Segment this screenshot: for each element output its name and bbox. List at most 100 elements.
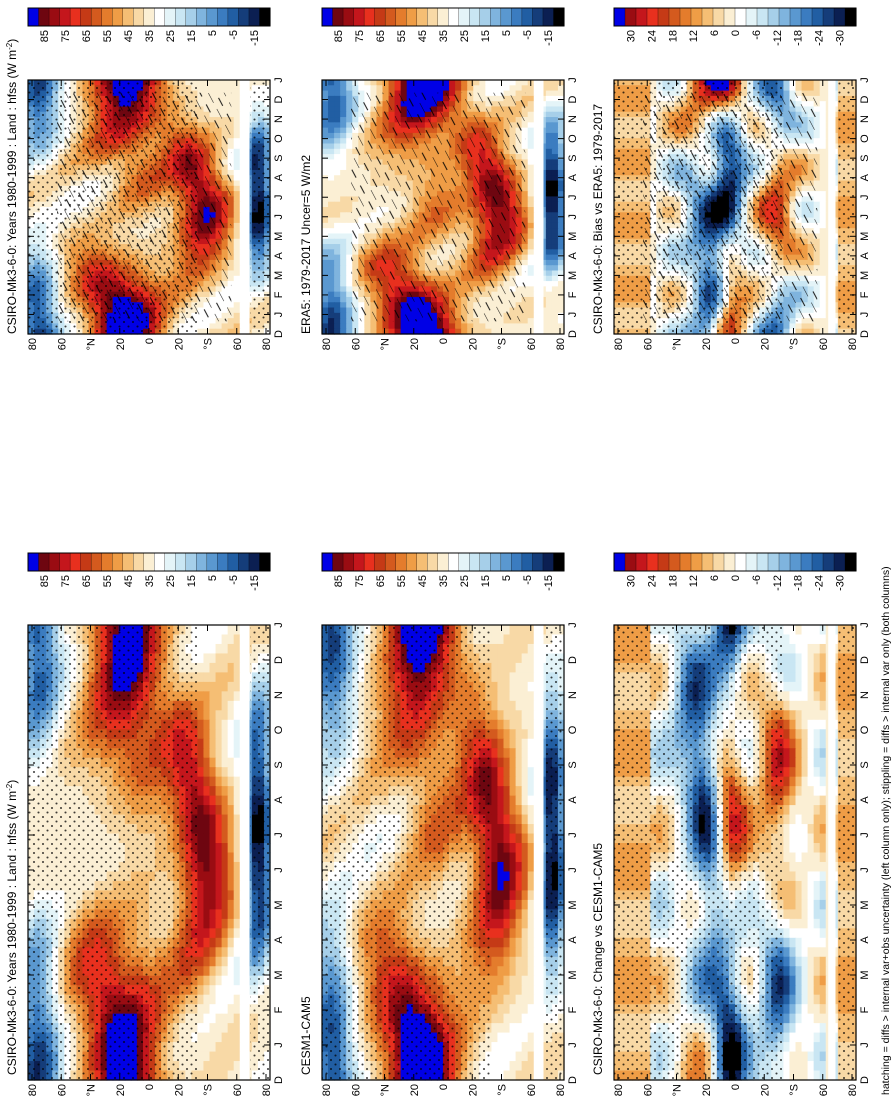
colorbar-frame [321,7,565,27]
heatmap-cell [557,238,565,245]
heatmap-cell [545,296,553,303]
heatmap-cell [346,318,353,325]
heatmap-cell [221,85,229,92]
heatmap-cell [473,328,480,335]
heatmap-cell [328,143,335,150]
heatmap-cell [334,111,341,118]
colorbar-tick-label: -5 [522,30,534,40]
heatmap-cell [515,323,523,330]
heatmap-cell [346,106,353,113]
heatmap-cell [358,328,365,335]
heatmap-cell [340,212,347,219]
colorbar-swatch [175,7,187,27]
heatmap-cell [334,307,341,314]
heatmap-cell [340,154,347,160]
heatmap-cell [340,222,347,229]
heatmap-cell [233,207,241,213]
heatmap-cell [233,238,241,245]
heatmap-cell [509,328,517,335]
heatmap-cell [328,296,335,303]
heatmap-cell [557,217,565,224]
heatmap-cell [412,323,420,330]
month-tick-label: F [273,291,285,298]
heatmap-cell [418,328,426,335]
colorbar-swatch [133,7,145,27]
lat-tick-label: °N [86,338,98,350]
heatmap-cell [551,233,559,240]
heatmap-cell [322,281,329,287]
heatmap-cell [340,238,347,245]
heatmap-cell [551,228,559,235]
heatmap-cell [233,217,241,224]
heatmap-cell [545,101,553,108]
heatmap-cell [557,228,565,235]
heatmap-cell [551,207,559,213]
heatmap-cell [346,132,353,139]
heatmap-cell [340,233,347,240]
heatmap-cell [352,323,359,330]
heatmap-cell [340,196,347,203]
heatmap-cell [557,196,565,203]
heatmap-cell [430,323,438,330]
heatmap-cell [340,106,347,113]
heatmap-cell [233,265,241,272]
heatmap-cell [203,323,211,330]
heatmap-cell [346,101,353,108]
heatmap-cell [557,212,565,219]
lat-tick-label: 80 [261,338,273,350]
heatmap-cell [233,154,241,160]
heatmap-cell [334,249,341,256]
heatmap-cell [449,328,456,335]
heatmap-cell [467,85,474,92]
heatmap-cell [551,296,559,303]
colorbar-tick-label: 45 [123,30,135,42]
heatmap-cell [370,328,378,335]
heatmap-cell [346,265,353,272]
heatmap-cell [819,154,827,160]
heatmap-cell [346,222,353,229]
heatmap-cell [334,90,341,97]
colorbar-swatch [27,7,40,27]
heatmap-cell [322,270,329,277]
heatmap-cell [340,148,347,155]
heatmap-cell [322,122,329,129]
heatmap-cell [215,328,223,335]
heatmap-cell [545,328,553,335]
heatmap-cell [334,244,341,250]
heatmap-cell [406,85,414,92]
heatmap-cell [209,80,217,86]
colorbar-swatch [196,7,208,27]
heatmap-cell [527,122,535,129]
heatmap-cell [527,217,535,224]
heatmap-cell [557,307,565,314]
colorbar-swatch [238,7,250,27]
heatmap-cell [382,80,390,86]
heatmap-cell [233,185,241,192]
heatmap-cell [551,185,559,192]
colorbar-swatch [384,7,397,27]
heatmap-cell [334,154,341,160]
colorbar-tick-label: 55 [396,30,408,42]
heatmap-cell [527,138,535,145]
heatmap-cell [233,222,241,229]
colorbar-tick-label: 35 [144,30,156,42]
heatmap-cell [557,265,565,272]
panel-top-left: 80 60 °N 20 0 20 °S 60 80DJFMAMJJASONDJCSIRO-Mk3… [5,7,285,350]
heatmap-cell [340,286,347,293]
heatmap-cell [233,148,241,155]
heatmap-cell [346,175,353,182]
heatmap-cell [364,85,371,92]
heatmap-cell [203,328,211,335]
heatmap-cell [485,85,492,92]
heatmap-cell [346,244,353,250]
heatmap-cell [491,80,499,86]
heatmap-cell [340,275,347,282]
heatmap-cell [424,80,432,86]
heatmap-cell [340,323,347,330]
heatmap-cell [322,228,329,235]
heatmap-cell [527,275,535,282]
heatmap-cell [334,148,341,155]
heatmap-cell [334,312,341,319]
lat-tick-label: 20 [409,338,421,350]
heatmap-cell [233,143,241,150]
